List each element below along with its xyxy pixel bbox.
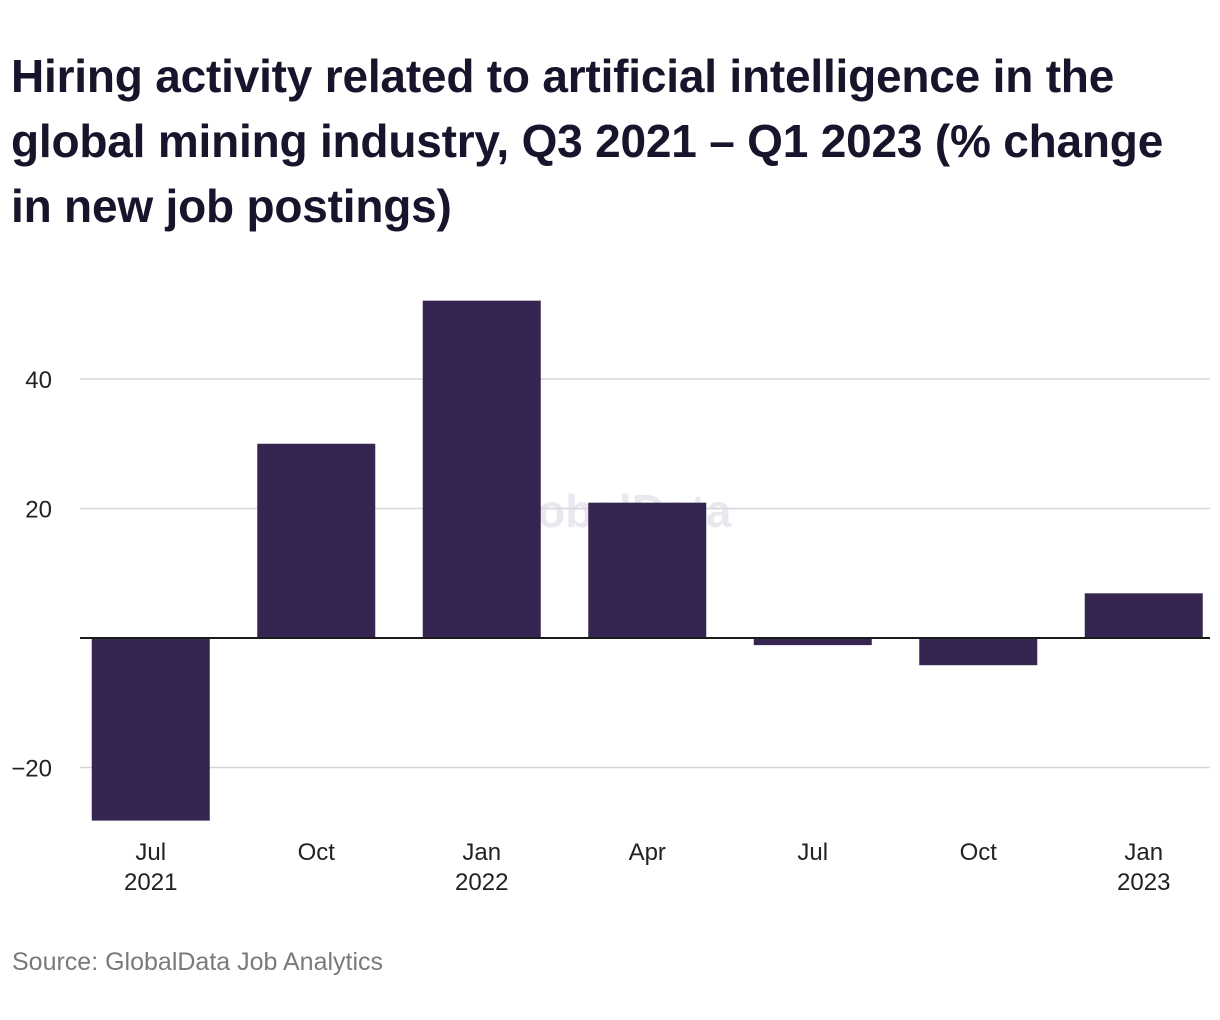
x-tick-label: Oct [960,839,998,866]
x-tick-label: Jul [797,839,828,866]
x-tick-year-label: 2022 [455,869,508,896]
bar [919,638,1038,666]
x-tick-label: Apr [629,839,666,866]
bar [422,300,541,638]
bar [753,638,872,646]
x-tick-year-label: 2023 [1117,869,1170,896]
chart-title: Hiring activity related to artificial in… [11,50,1164,232]
source-note: Source: GlobalData Job Analytics [12,948,384,976]
y-tick-label: −20 [11,756,52,783]
y-tick-label: 20 [25,497,52,524]
x-axis-ticks: Jul 2021 Oct Jan 2022 Apr Jul Oct Jan 2023 [124,839,1170,896]
x-tick-label: Jul [135,839,166,866]
bars [91,300,1203,821]
x-tick-year-label: 2021 [124,869,177,896]
x-tick-label: Oct [298,839,336,866]
x-tick-label: Jan [462,839,501,866]
bar [588,502,707,638]
y-axis-ticks: −20 20 40 [11,367,52,783]
bar [91,638,210,821]
bar [1084,593,1203,638]
y-tick-label: 40 [25,367,52,394]
bar [257,443,376,638]
x-tick-label: Jan [1124,839,1163,866]
